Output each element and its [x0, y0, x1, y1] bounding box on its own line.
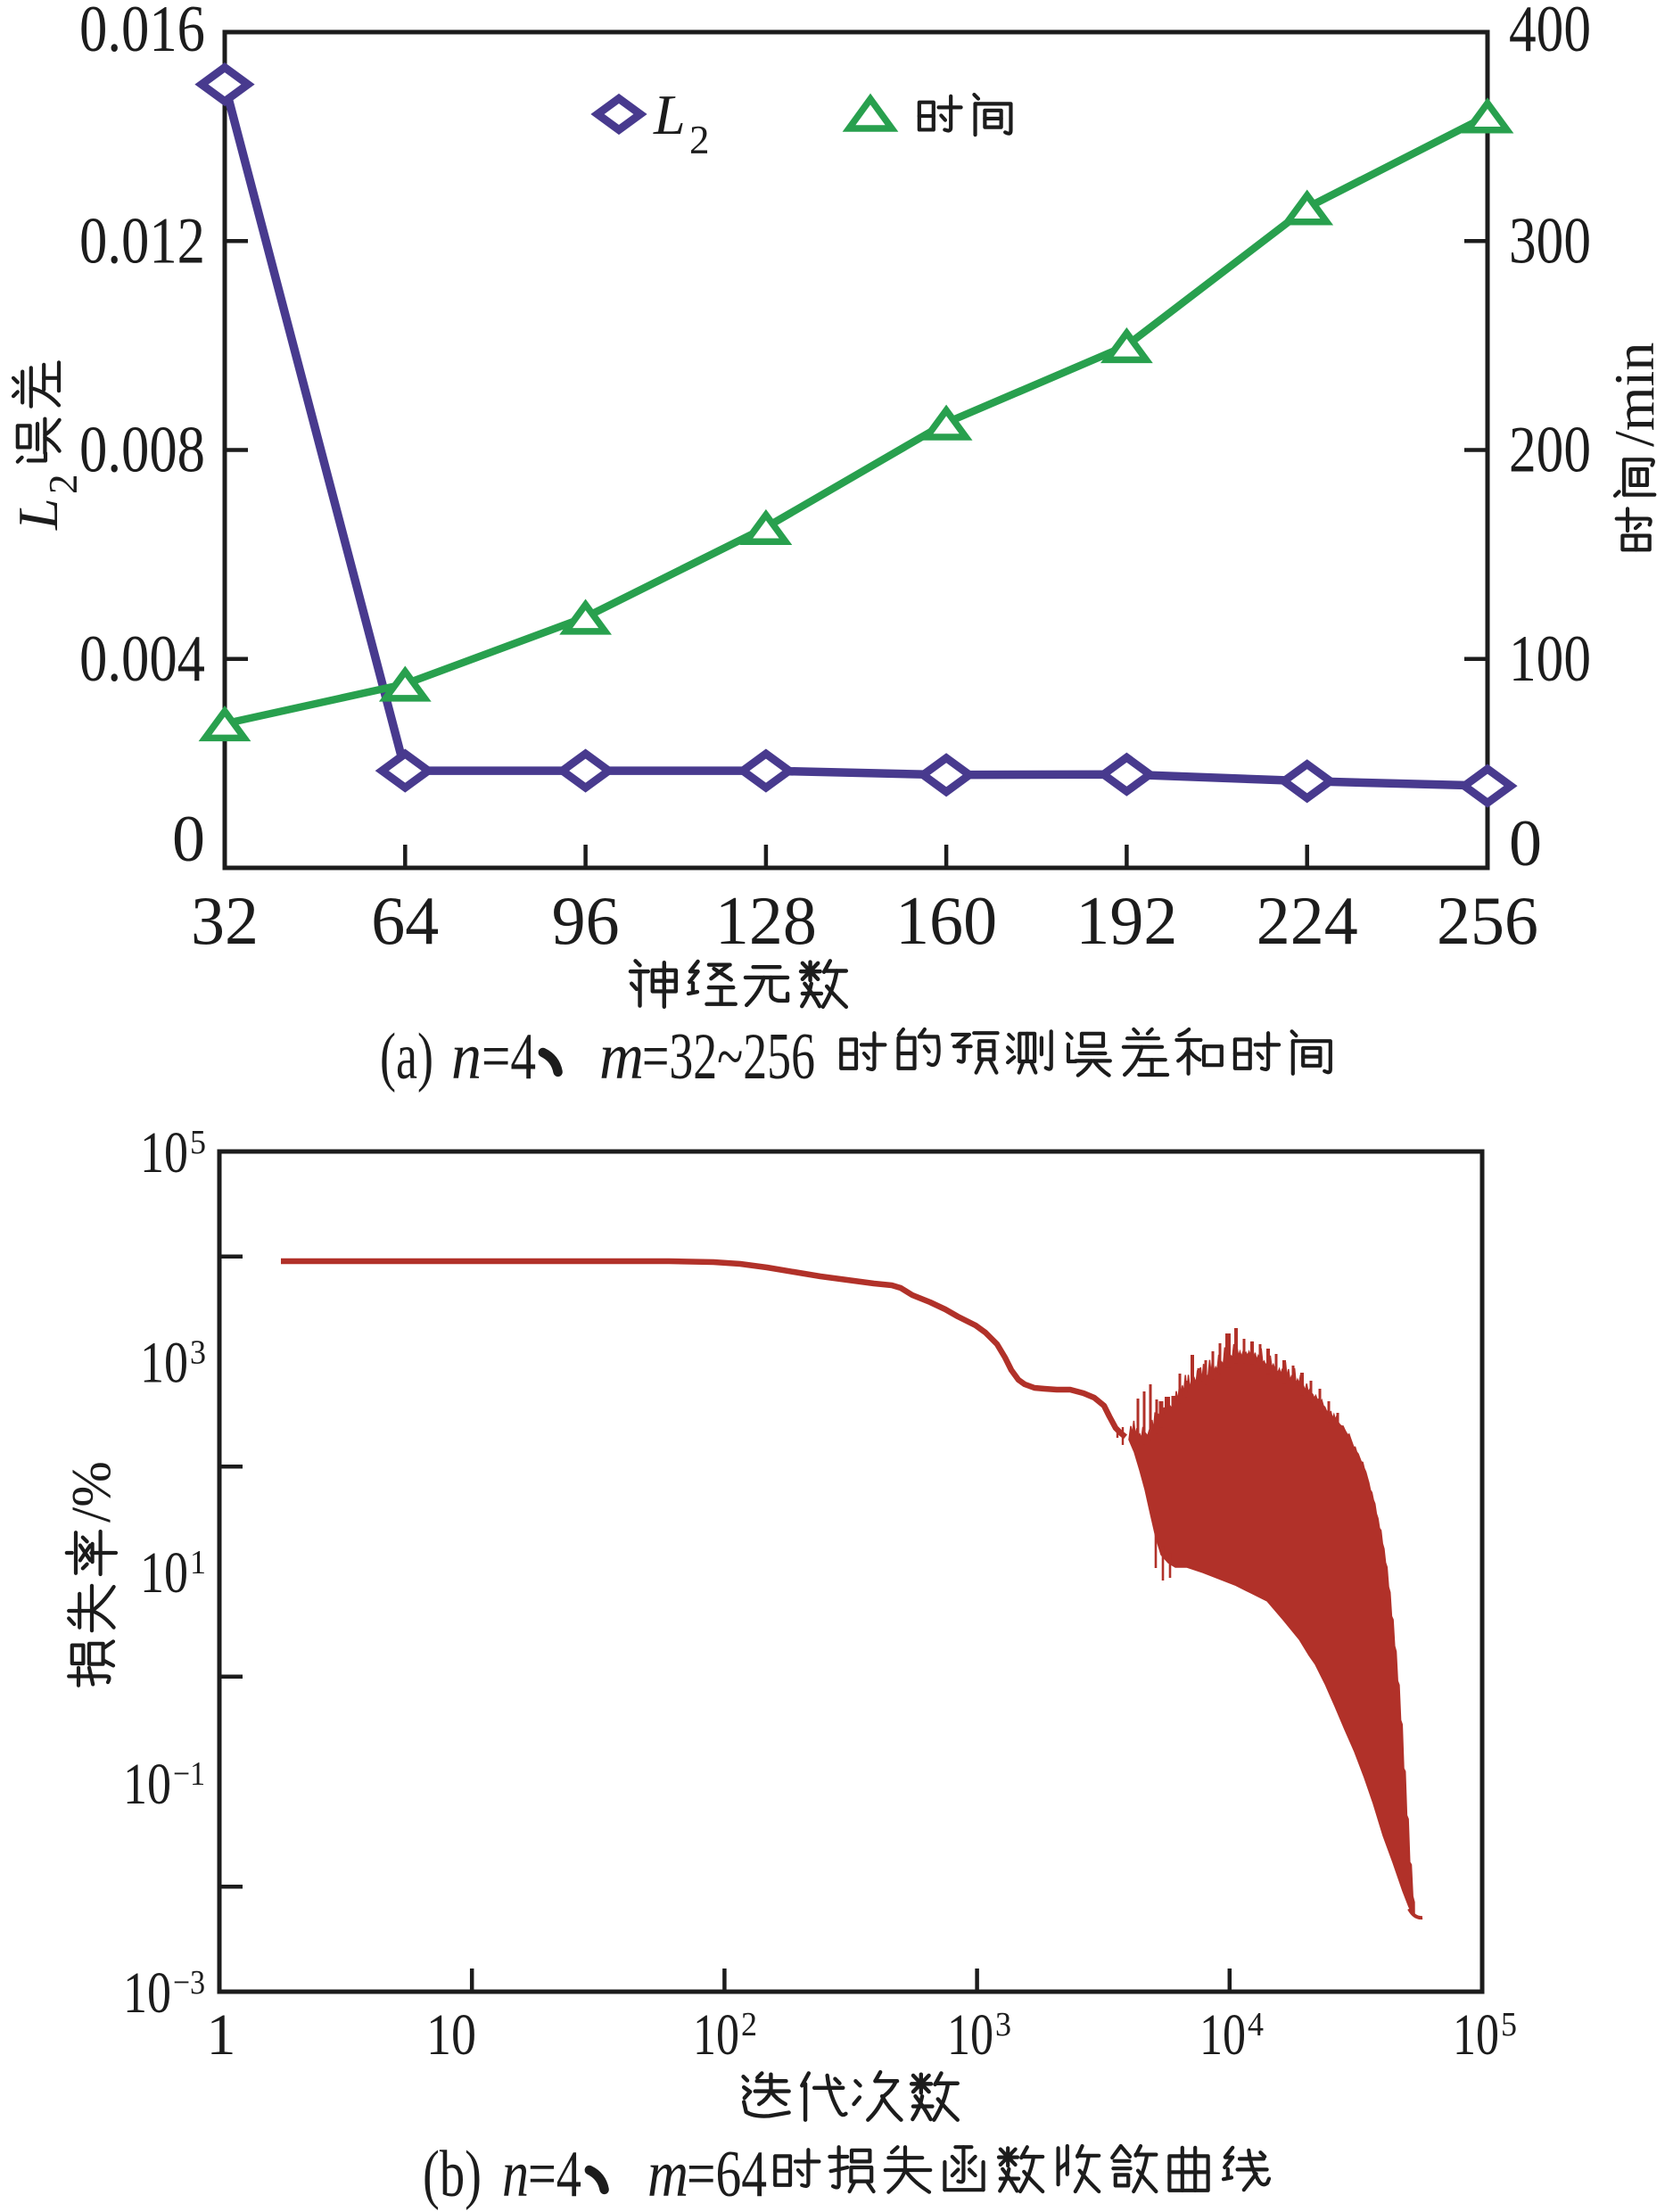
svg-text:n: n — [502, 2138, 529, 2211]
svg-text:=4: =4 — [528, 2138, 581, 2211]
svg-text:L: L — [6, 498, 70, 531]
svg-text:128: 128 — [715, 882, 817, 959]
svg-text:m: m — [647, 2138, 688, 2211]
svg-text:0: 0 — [1509, 807, 1542, 880]
svg-text:−3: −3 — [173, 1964, 205, 2002]
svg-text:−1: −1 — [173, 1755, 205, 1793]
svg-text:/min: /min — [1603, 343, 1666, 447]
svg-text:10: 10 — [1453, 2002, 1499, 2068]
svg-text:10: 10 — [140, 1540, 188, 1605]
svg-text:3: 3 — [190, 1334, 206, 1372]
svg-text:2: 2 — [741, 2006, 757, 2043]
svg-text:3: 3 — [995, 2006, 1011, 2043]
svg-text:10: 10 — [140, 1120, 188, 1185]
svg-text:(b): (b) — [423, 2138, 482, 2211]
svg-text:256: 256 — [1437, 882, 1538, 959]
svg-text:10: 10 — [123, 1960, 171, 2026]
svg-text:0.016: 0.016 — [79, 0, 205, 66]
svg-text:10: 10 — [426, 2002, 476, 2068]
svg-text:0.008: 0.008 — [79, 414, 205, 487]
svg-text:1: 1 — [190, 1544, 206, 1581]
svg-text:192: 192 — [1076, 882, 1177, 959]
svg-text:300: 300 — [1509, 204, 1591, 277]
svg-text:400: 400 — [1509, 0, 1591, 66]
svg-text:10: 10 — [693, 2002, 739, 2068]
svg-text:4: 4 — [1248, 2006, 1264, 2043]
svg-text:1: 1 — [207, 2002, 236, 2068]
svg-text:5: 5 — [1501, 2006, 1517, 2043]
svg-text:96: 96 — [552, 882, 620, 959]
svg-text:5: 5 — [190, 1124, 206, 1161]
svg-text:=4: =4 — [482, 1020, 536, 1094]
svg-text:160: 160 — [895, 882, 997, 959]
svg-text:10: 10 — [947, 2002, 993, 2068]
svg-text:(a): (a) — [380, 1020, 433, 1094]
svg-text:2: 2 — [689, 118, 710, 162]
svg-text:m: m — [599, 1020, 644, 1094]
svg-text:10: 10 — [140, 1331, 188, 1396]
svg-text:10: 10 — [1199, 2002, 1246, 2068]
svg-text:64: 64 — [371, 882, 439, 959]
svg-text:n: n — [451, 1020, 482, 1094]
svg-text:2: 2 — [41, 475, 86, 495]
svg-text:200: 200 — [1509, 414, 1591, 487]
svg-text:L: L — [653, 83, 686, 146]
svg-text:=32~256: =32~256 — [642, 1020, 815, 1094]
svg-text:0.004: 0.004 — [79, 623, 205, 696]
svg-text:/%: /% — [62, 1461, 122, 1523]
svg-text:10: 10 — [123, 1752, 171, 1817]
svg-text:0: 0 — [172, 803, 205, 876]
svg-text:=64: =64 — [687, 2138, 767, 2211]
svg-text:224: 224 — [1257, 882, 1358, 959]
svg-text:0.012: 0.012 — [79, 204, 205, 277]
svg-text:100: 100 — [1509, 623, 1591, 696]
svg-text:32: 32 — [191, 882, 259, 959]
